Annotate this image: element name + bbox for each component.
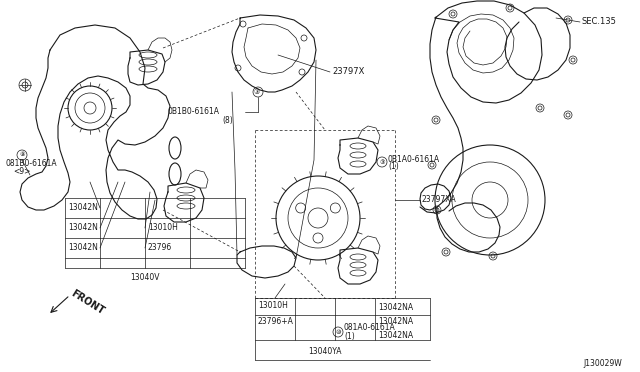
Text: 13042NA: 13042NA [378, 304, 413, 312]
Text: (1): (1) [388, 163, 399, 171]
Text: 13042N: 13042N [68, 224, 98, 232]
Text: (1): (1) [344, 331, 355, 340]
Text: 23797XA: 23797XA [422, 196, 457, 205]
Text: 0B1B0-6161A: 0B1B0-6161A [168, 108, 220, 116]
Text: 0B1A0-6161A: 0B1A0-6161A [388, 154, 440, 164]
Text: 081A0-6161A: 081A0-6161A [344, 324, 396, 333]
Text: ③: ③ [254, 89, 260, 95]
Text: ③: ③ [379, 160, 385, 164]
Text: 13010H: 13010H [148, 224, 178, 232]
Text: 13042N: 13042N [68, 203, 98, 212]
Text: ⑨: ⑨ [19, 153, 25, 157]
Text: (8): (8) [223, 115, 234, 125]
Text: 23796: 23796 [148, 244, 172, 253]
Text: 13042NA: 13042NA [378, 331, 413, 340]
Text: ⑩: ⑩ [335, 330, 341, 334]
Text: 13042N: 13042N [68, 244, 98, 253]
Text: J130029W: J130029W [583, 359, 622, 369]
Text: <9>: <9> [13, 167, 30, 176]
Text: 13040V: 13040V [131, 273, 160, 282]
Text: SEC.135: SEC.135 [582, 17, 617, 26]
Text: 13010H: 13010H [258, 301, 288, 310]
Text: 23796+A: 23796+A [258, 317, 294, 327]
Text: 13040YA: 13040YA [308, 347, 342, 356]
Text: 13042NA: 13042NA [378, 317, 413, 327]
Text: FRONT: FRONT [69, 288, 106, 316]
Text: 23797X: 23797X [332, 67, 364, 77]
Text: 081B0-6161A: 081B0-6161A [5, 160, 56, 169]
